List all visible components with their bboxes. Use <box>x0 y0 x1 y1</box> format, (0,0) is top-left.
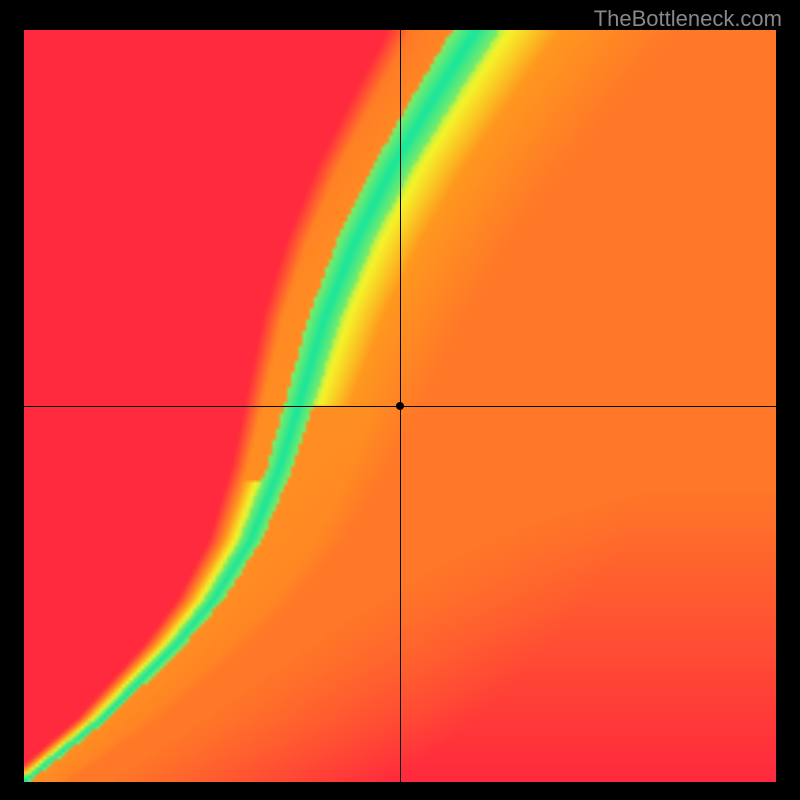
heatmap-plot <box>24 30 776 782</box>
watermark-text: TheBottleneck.com <box>594 6 782 32</box>
marker-point <box>396 402 404 410</box>
